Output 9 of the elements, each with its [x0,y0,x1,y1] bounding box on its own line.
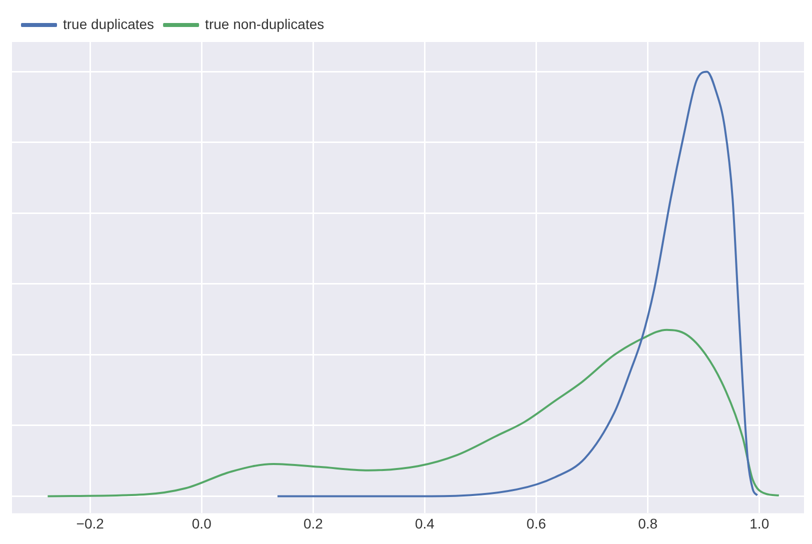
x-tick-label: −0.2 [76,515,104,532]
legend-label: true non-duplicates [205,16,324,32]
legend-label: true duplicates [63,16,154,32]
x-tick-label: 0.2 [303,515,324,532]
x-tick-label: 0.8 [638,515,658,532]
x-tick-label: 1.0 [750,515,770,532]
x-tick-label: 0.6 [526,515,546,532]
x-tick-label: 0.4 [415,515,435,532]
x-tick-label: 0.0 [192,515,212,532]
